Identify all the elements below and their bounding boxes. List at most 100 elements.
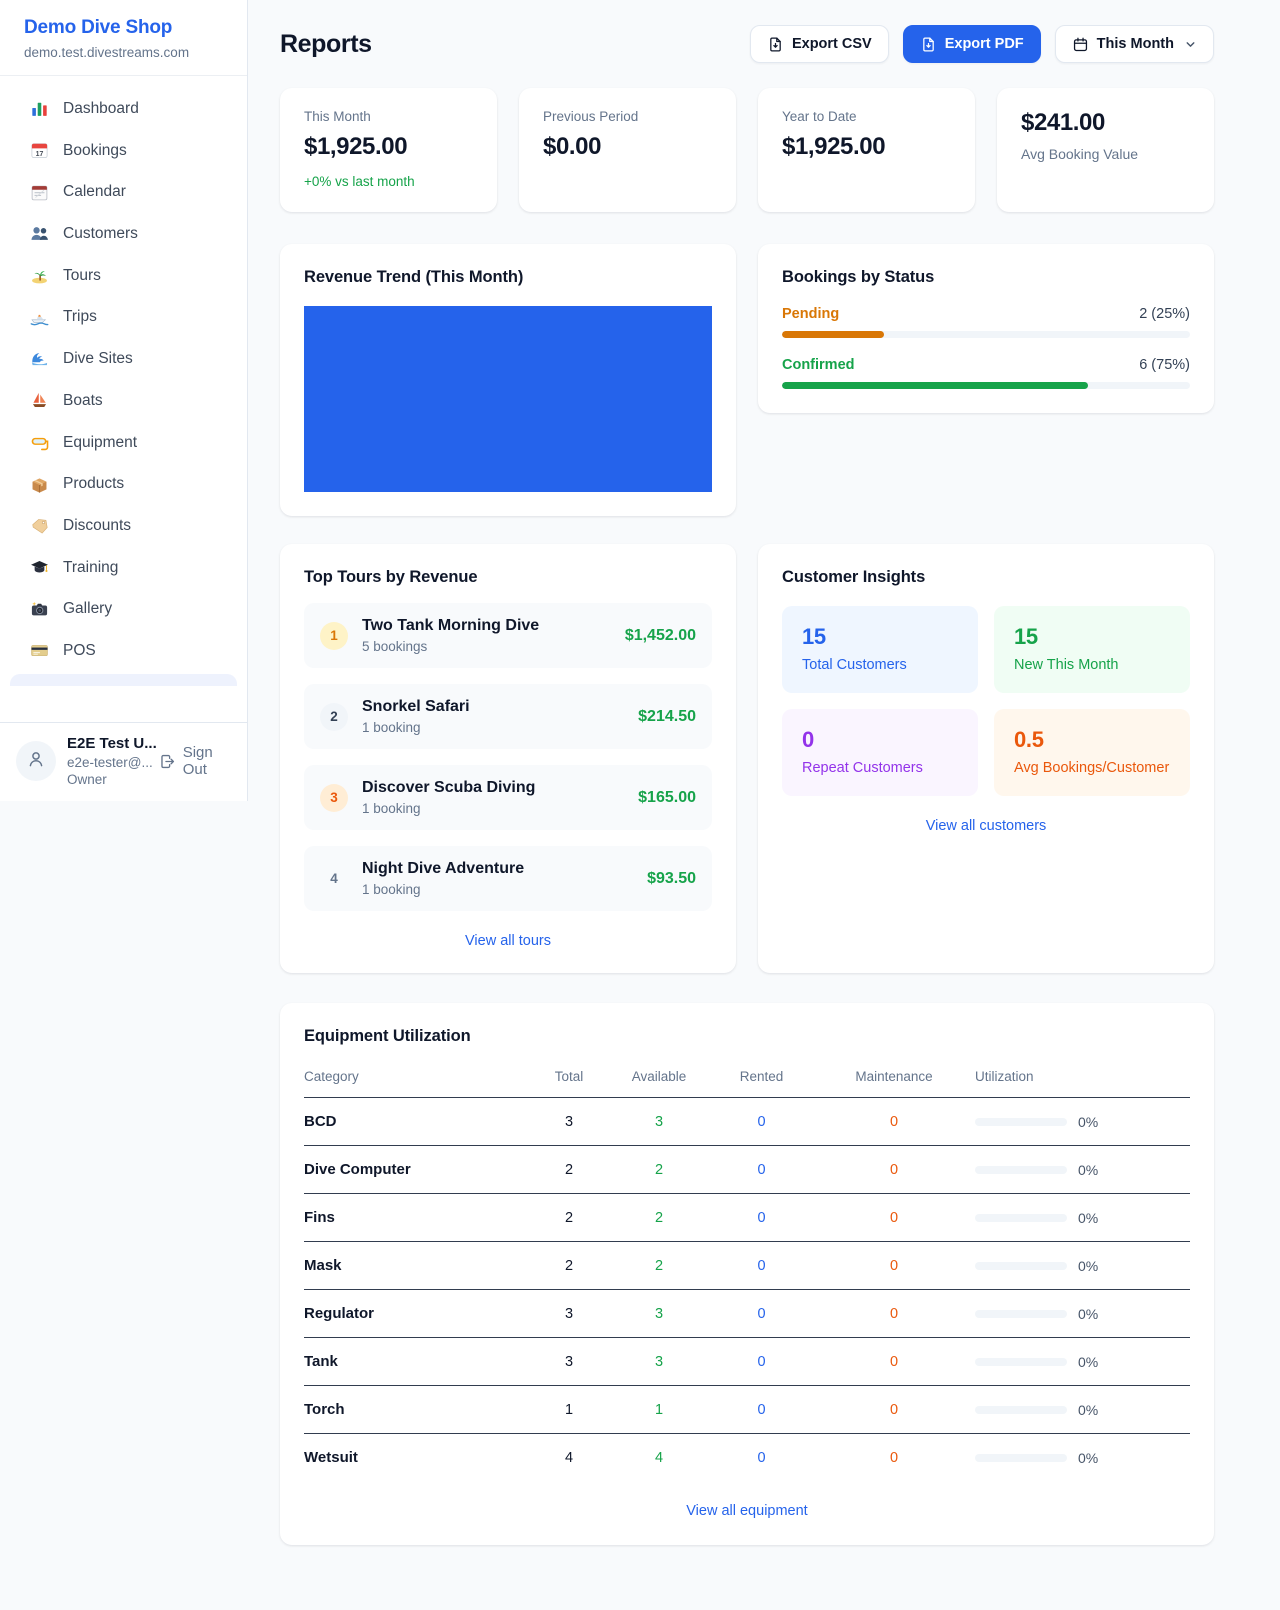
available-cell: 1 [614,1385,704,1434]
insight-value: 0.5 [1014,727,1044,752]
sidebar-item-discounts[interactable]: Discounts [0,505,247,547]
wave-icon [30,349,49,368]
maintenance-cell: 0 [819,1385,969,1434]
sidebar-item-dive-sites[interactable]: Dive Sites [0,338,247,380]
stats-row: This Month $1,925.00 +0% vs last month P… [280,88,1214,212]
shop-name: Demo Dive Shop [24,17,173,38]
tour-name: Discover Scuba Diving [362,779,536,796]
column-header-utilization: Utilization [969,1065,1190,1098]
utilization-text: 0% [1078,1161,1099,1178]
user-role: Owner [67,772,107,787]
maintenance-cell: 0 [819,1337,969,1386]
rented-cell: 0 [704,1097,819,1146]
rented-cell: 0 [704,1193,819,1242]
sidebar-item-calendar[interactable]: Calendar [0,171,247,213]
palm-island-icon [30,266,49,285]
bookings-by-status-card: Bookings by Status Pending 2 (25%) Confirm… [758,244,1214,413]
calendar-date-icon: 17 [30,141,49,160]
view-all-tours-link[interactable]: View all tours [304,933,712,949]
sidebar-item-trips[interactable]: Trips [0,296,247,338]
tour-rank-badge: 4 [330,871,338,886]
sidebar-item-bookings[interactable]: 17 Bookings [0,130,247,172]
tour-row: 3 Discover Scuba Diving 1 booking $165.00 [304,765,712,830]
package-icon [30,475,49,494]
bar-chart-icon [30,99,49,118]
export-csv-button[interactable]: Export CSV [749,25,889,63]
insight-value: 15 [802,624,826,649]
utilization-cell: 0% [969,1337,1190,1386]
status-row-confirmed: Confirmed 6 (75%) [782,357,1190,389]
utilization-text: 0% [1078,1305,1099,1322]
export-pdf-label: Export PDF [944,36,1024,52]
sidebar-item-training[interactable]: Training [0,547,247,589]
stat-label: This Month [304,109,371,124]
sign-out-button[interactable]: Sign Out [159,744,231,778]
sidebar-item-label: POS [63,641,96,659]
calendar-icon [30,183,49,202]
insight-label: Total Customers [802,657,907,673]
maintenance-cell: 0 [819,1289,969,1338]
sidebar-item-label: Bookings [63,141,127,159]
total-cell: 2 [524,1145,614,1194]
stat-value: $0.00 [543,133,602,160]
utilization-wrap: 0% [975,1354,1190,1370]
user-footer: E2E Test U... e2e-tester@... Owner Sign … [0,722,247,801]
total-cell: 3 [524,1337,614,1386]
tour-revenue: $165.00 [638,788,696,806]
header-actions: Export CSV Export PDF This Month [749,25,1214,63]
user-info: E2E Test U... e2e-tester@... Owner [67,735,157,787]
people-icon [30,224,49,243]
rented-cell: 0 [704,1289,819,1338]
avatar [16,741,56,781]
maintenance-cell: 0 [819,1145,969,1194]
tour-row: 4 Night Dive Adventure 1 booking $93.50 [304,846,712,911]
utilization-track [975,1405,1067,1414]
credit-card-icon [30,641,49,660]
sidebar-item-tours[interactable]: Tours [0,255,247,297]
calendar-icon [1072,36,1089,53]
insight-value: 15 [1014,624,1038,649]
sidebar-item-equipment[interactable]: Equipment [0,422,247,464]
user-email: e2e-tester@... [67,755,153,770]
utilization-cell: 0% [969,1385,1190,1434]
sidebar-item-products[interactable]: Products [0,463,247,505]
insight-label: Avg Bookings/Customer [1014,760,1170,776]
view-all-customers-link[interactable]: View all customers [782,818,1190,834]
total-cell: 1 [524,1385,614,1434]
shop-domain: demo.test.divestreams.com [24,45,190,60]
period-dropdown[interactable]: This Month [1054,25,1214,63]
sidebar-item-reports-partial[interactable] [10,673,237,686]
sailboat-icon [30,391,49,410]
charts-row: Revenue Trend (This Month) Bookings by S… [280,244,1214,516]
status-progress-fill [782,382,1088,389]
available-cell: 3 [614,1097,704,1146]
utilization-cell: 0% [969,1193,1190,1242]
utilization-wrap: 0% [975,1306,1190,1322]
equipment-table: Category Total Available Rented Maintenance U… [304,1065,1190,1481]
utilization-text: 0% [1078,1401,1099,1418]
status-progress-fill [782,331,884,338]
category-cell: Mask [304,1241,524,1290]
utilization-wrap: 0% [975,1450,1190,1466]
export-pdf-button[interactable]: Export PDF [902,25,1041,63]
speedboat-icon [30,308,49,327]
available-cell: 2 [614,1241,704,1290]
tour-bookings: 5 bookings [362,639,428,654]
category-cell: BCD [304,1097,524,1146]
insight-tiles: 15 Total Customers 15 New This Month 0 Repeat… [782,606,1190,796]
insight-tile-total-customers: 15 Total Customers [782,606,978,693]
sidebar-item-boats[interactable]: Boats [0,380,247,422]
utilization-track [975,1117,1067,1126]
sidebar-item-pos[interactable]: POS [0,630,247,672]
rented-cell: 0 [704,1385,819,1434]
column-header-rented: Rented [704,1065,819,1098]
sidebar-item-dashboard[interactable]: Dashboard [0,88,247,130]
table-row: Torch 1 1 0 0 0% [304,1385,1190,1434]
available-cell: 3 [614,1289,704,1338]
tour-name: Night Dive Adventure [362,860,525,877]
sidebar-item-gallery[interactable]: Gallery [0,588,247,630]
tour-name: Two Tank Morning Dive [362,617,540,634]
sidebar-item-customers[interactable]: Customers [0,213,247,255]
view-all-equipment-link[interactable]: View all equipment [304,1503,1190,1519]
stat-card-previous-period: Previous Period $0.00 [519,88,736,212]
